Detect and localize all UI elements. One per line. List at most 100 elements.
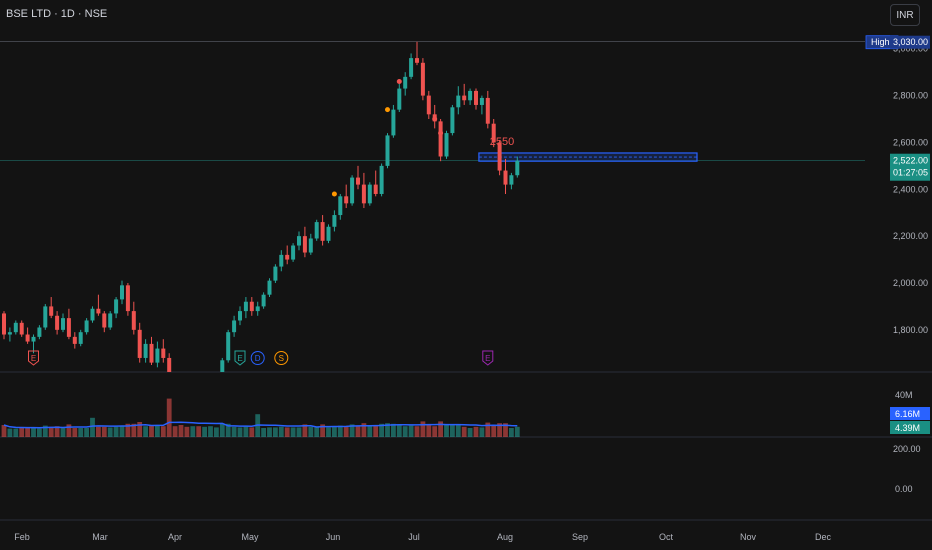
candle-body (391, 109, 396, 136)
volume-bar (19, 428, 25, 437)
zone-label: 2550 (490, 136, 514, 148)
volume-bar (243, 426, 249, 437)
volume-bar (461, 426, 467, 437)
candle-body (515, 160, 520, 176)
volume-tag-value: 6.16M (895, 409, 920, 419)
candle-body (361, 184, 366, 204)
candle-body (356, 177, 360, 185)
volume-bar (479, 427, 485, 437)
time-axis-label: May (241, 532, 259, 542)
currency-button[interactable]: INR (890, 4, 920, 26)
candle-body (143, 343, 148, 358)
candle-body (426, 95, 431, 115)
high-tag-value-box (890, 35, 930, 49)
volume-bar (96, 426, 101, 437)
event-label: E (237, 354, 242, 363)
earnings-event-icon (482, 350, 494, 366)
volume-bar (131, 423, 137, 437)
candle-body (114, 299, 119, 314)
candle-body (338, 196, 343, 216)
volume-bar (308, 426, 314, 437)
candle-body (243, 301, 248, 312)
candle-body (96, 308, 101, 314)
candle-body (326, 226, 331, 241)
candle-body (350, 177, 355, 204)
volume-bar (208, 426, 213, 437)
candle-body (25, 334, 30, 342)
price-tick-label: 2,600.00 (893, 137, 928, 147)
candle-body (255, 306, 260, 312)
volume-bar (7, 428, 13, 437)
volume-bar (497, 423, 502, 437)
candle-body (273, 266, 278, 281)
volume-bar (231, 426, 237, 437)
candle-body (479, 97, 484, 105)
candle-body (485, 97, 490, 124)
volume-bar (326, 427, 331, 437)
volume-bar (337, 425, 343, 437)
volume-bar (219, 423, 225, 437)
volume-bar (426, 425, 432, 437)
volume-axis-label: 40M (895, 390, 913, 400)
candle-body (379, 165, 384, 194)
candle-body (66, 318, 71, 337)
volume-bar (438, 421, 443, 437)
event-label: E (485, 354, 490, 363)
candle-body (285, 254, 290, 260)
price-tick-label: 3,000.00 (893, 44, 928, 54)
volume-bar (343, 426, 349, 437)
candle-body (403, 76, 408, 89)
volume-bar (225, 423, 231, 437)
volume-tag-box (890, 407, 930, 420)
time-axis-label: Sep (572, 532, 588, 542)
last-price-tag (890, 153, 930, 181)
candle-body (55, 315, 60, 330)
candle-body (84, 320, 89, 333)
candle-body (49, 306, 54, 316)
candle-body (108, 313, 113, 328)
volume-bar (137, 422, 143, 437)
candle-body (61, 318, 65, 330)
candle-body (462, 95, 467, 101)
volume-bar (172, 426, 178, 437)
candle-body (238, 311, 242, 321)
bar-countdown: 01:27:05 (893, 168, 928, 178)
candle-body (13, 322, 18, 333)
candle-body (125, 285, 130, 312)
volume-bar (450, 424, 455, 437)
volume-bar (119, 426, 125, 437)
volume-bar (25, 428, 30, 437)
volume-bar (84, 428, 89, 437)
candle-body (161, 348, 166, 358)
time-axis-label: Apr (168, 532, 182, 542)
price-tick-label: 2,200.00 (893, 231, 928, 241)
dividend-event-icon (250, 351, 265, 365)
candle-body (308, 238, 313, 253)
volume-bar (160, 426, 166, 437)
candle-body (415, 58, 419, 63)
price-tick-label: 2,000.00 (893, 278, 928, 288)
candle-body (279, 254, 284, 267)
volume-bar (455, 425, 461, 437)
candle-body (78, 332, 83, 344)
volume-bar (48, 426, 54, 437)
volume-bar (166, 398, 172, 437)
volume-bar (178, 425, 184, 437)
volume-bar (503, 423, 508, 437)
volume-ma-tag-box (890, 421, 930, 434)
event-label: D (255, 354, 261, 363)
candle-body (320, 222, 325, 241)
volume-bar (155, 425, 160, 437)
volume-bar (473, 426, 479, 437)
candle-body (503, 170, 508, 185)
candle-body (226, 332, 231, 361)
candle-body (456, 95, 461, 108)
volume-bar (202, 426, 207, 437)
volume-tick-label: 200.00 (893, 444, 921, 454)
volume-bar (214, 427, 219, 437)
volume-bar (107, 427, 113, 437)
event-label: S (279, 354, 284, 363)
volume-bar (1, 425, 7, 437)
